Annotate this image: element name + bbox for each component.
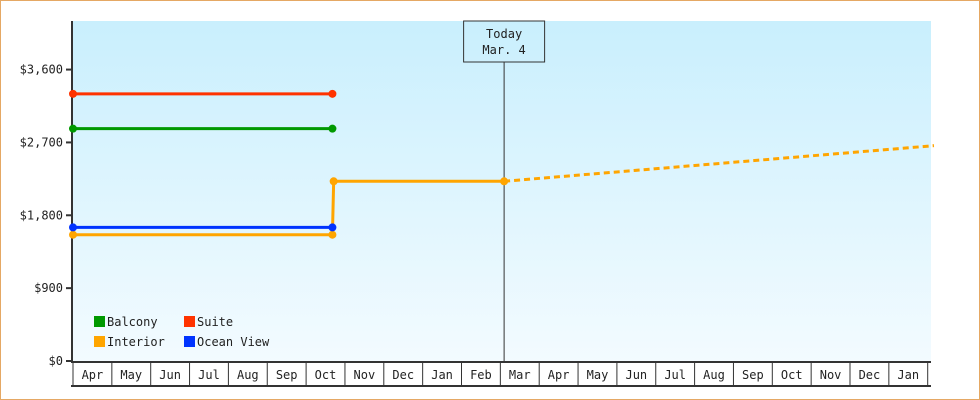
x-tick-label: Jan (431, 368, 453, 382)
plot-area (73, 21, 931, 361)
x-tick-label: Oct (781, 368, 803, 382)
today-date: Mar. 4 (482, 43, 525, 57)
today-marker: Today Mar. 4 (463, 20, 546, 361)
x-tick-label: Sep (742, 368, 764, 382)
y-tick-label: $0 (49, 354, 63, 368)
x-tick-label: Oct (315, 368, 337, 382)
legend-label: Interior (107, 335, 165, 349)
x-tick-label: Apr (82, 368, 104, 382)
data-point-balcony (69, 124, 77, 133)
legend: Balcony Suite Interior Ocean View (94, 315, 270, 349)
forecast-line-interior (503, 144, 935, 183)
x-tick-label: Sep (276, 368, 298, 382)
x-tick-label: Aug (703, 368, 725, 382)
x-tick-label: Dec (859, 368, 881, 382)
data-point-suite (328, 89, 337, 98)
x-tick-label: Jun (159, 368, 181, 382)
x-tick-label: May (587, 368, 609, 382)
legend-label: Ocean View (197, 335, 270, 349)
y-axis: $0 $900 $1,800 $2,700 $3,600 (20, 21, 73, 368)
data-point-interior (329, 177, 338, 186)
series (69, 89, 935, 239)
series-line-interior (73, 179, 505, 237)
legend-swatch (184, 336, 195, 347)
y-tick-label: $3,600 (20, 63, 63, 77)
x-axis: Apr May Jun Jul Aug Sep Oct Nov Dec Jan Feb Mar Apr M… (71, 361, 931, 387)
x-tick-label: Nov (820, 368, 842, 382)
x-tick-label: Jul (664, 368, 686, 382)
today-box (463, 20, 546, 63)
x-tick-label: Mar (509, 368, 531, 382)
data-point-interior (69, 230, 77, 239)
x-tick-label: Apr (548, 368, 570, 382)
data-point-suite (69, 89, 77, 98)
legend-swatch (94, 336, 105, 347)
legend-swatch (94, 316, 105, 327)
x-tick-label: Aug (237, 368, 259, 382)
y-tick-label: $1,800 (20, 208, 63, 222)
legend-label: Balcony (107, 315, 158, 329)
today-label: Today (486, 27, 522, 41)
data-point-ocean-view (69, 223, 77, 232)
y-tick-label: $2,700 (20, 135, 63, 149)
legend-swatch (184, 316, 195, 327)
x-tick-label: Dec (392, 368, 414, 382)
data-point-balcony (328, 124, 337, 133)
x-tick-label: Jul (198, 368, 220, 382)
x-tick-label: Nov (354, 368, 376, 382)
x-tick-label: Feb (470, 368, 492, 382)
x-tick-label: May (120, 368, 142, 382)
x-tick-label: Jan (897, 368, 919, 382)
x-tick-label: Jun (625, 368, 647, 382)
data-point-interior (500, 177, 509, 186)
y-tick-label: $900 (34, 281, 63, 295)
data-point-interior (328, 230, 337, 239)
legend-label: Suite (197, 315, 233, 329)
data-point-ocean-view (328, 223, 337, 232)
